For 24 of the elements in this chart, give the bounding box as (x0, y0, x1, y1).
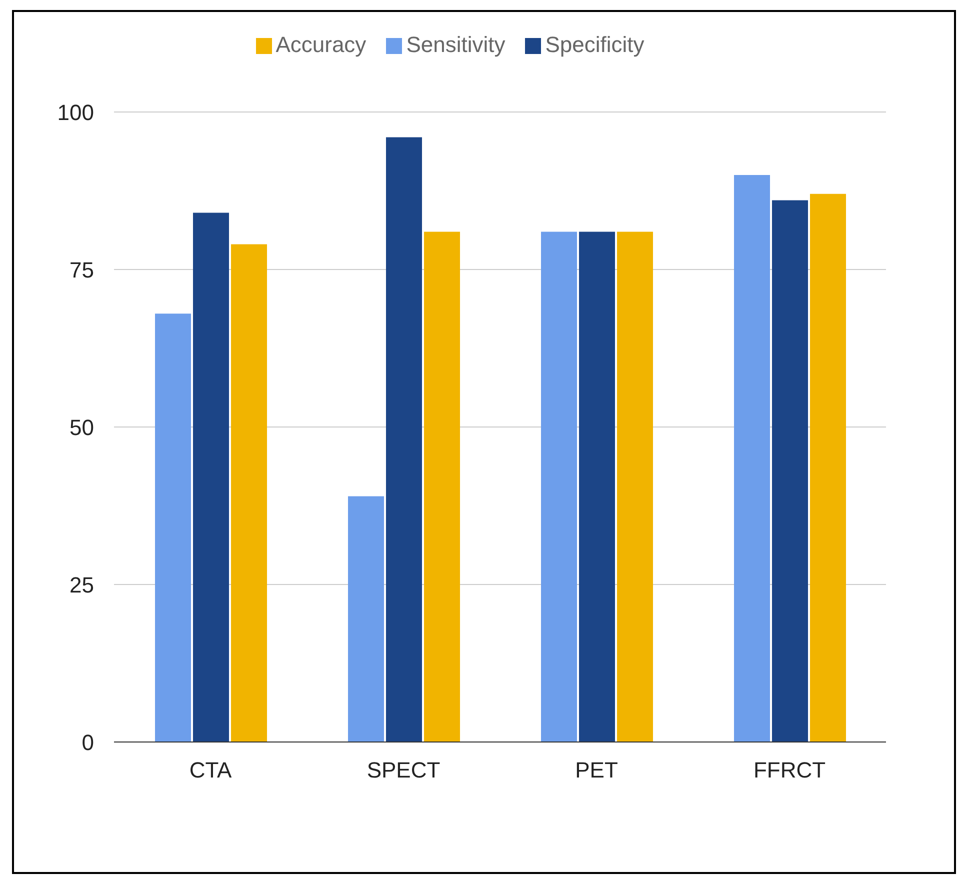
x-tick-label: CTA (189, 758, 232, 783)
bar (386, 137, 422, 742)
bar (579, 232, 615, 742)
bar (155, 314, 191, 742)
bar (541, 232, 577, 742)
y-tick-label: 50 (70, 414, 94, 440)
bar (193, 212, 229, 742)
legend-label: Specificity (545, 32, 644, 57)
legend-label: Sensitivity (406, 32, 506, 57)
bar (810, 194, 846, 742)
bar (424, 232, 460, 742)
y-tick-label: 0 (82, 730, 94, 755)
x-tick-label: FFRCT (753, 758, 826, 783)
bar (231, 244, 267, 742)
y-tick-label: 75 (70, 257, 94, 282)
bar (772, 200, 808, 742)
bar (348, 496, 384, 742)
bar (734, 175, 770, 742)
x-tick-label: SPECT (366, 758, 440, 783)
y-tick-label: 100 (57, 100, 94, 125)
bar (617, 232, 653, 742)
x-tick-label: PET (575, 758, 618, 783)
y-tick-label: 25 (70, 572, 94, 598)
legend-label: Accuracy (276, 32, 366, 57)
